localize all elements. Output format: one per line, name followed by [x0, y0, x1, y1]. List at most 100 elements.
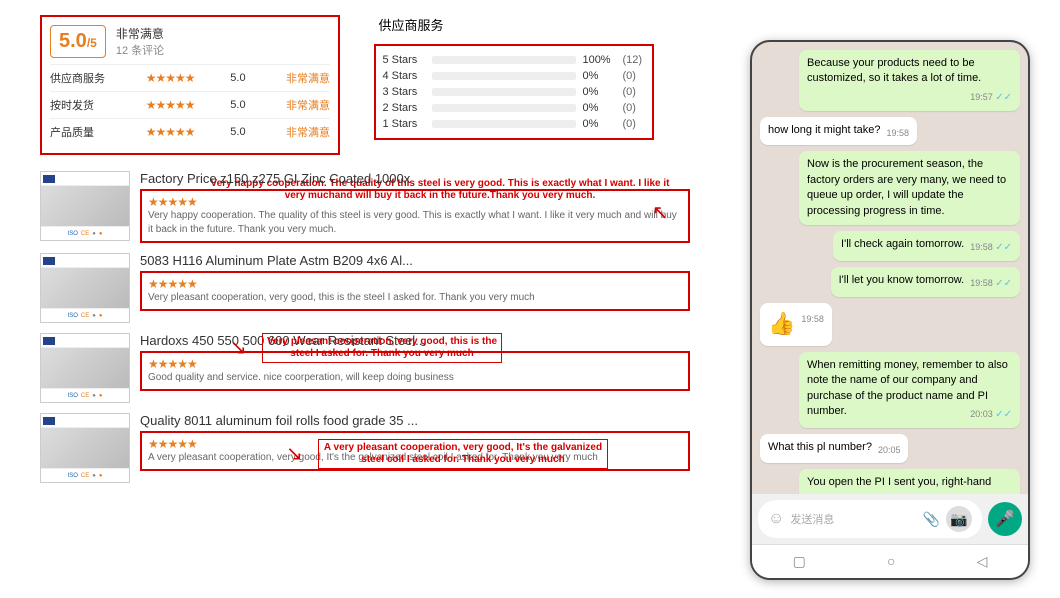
rating-score: 5.0 [230, 99, 250, 111]
review-title[interactable]: Quality 8011 aluminum foil rolls food gr… [140, 413, 690, 428]
chat-msg-out[interactable]: When remitting money, remember to also n… [799, 352, 1020, 428]
dist-label: 4 Stars [382, 70, 426, 82]
dist-count: (0) [622, 70, 646, 82]
stars-icon: ★★★★★ [146, 125, 195, 139]
rating-label: 产品质量 [50, 124, 110, 140]
review-title[interactable]: 5083 H116 Aluminum Plate Astm B209 4x6 A… [140, 253, 690, 268]
chat-msg-in[interactable]: What this pl number? 20:05 [760, 434, 908, 463]
read-tick-icon: ✓✓ [995, 92, 1012, 103]
msg-time: 19:57 ✓✓ [970, 91, 1012, 105]
chat-msg-out[interactable]: I'll check again tomorrow.19:58 ✓✓ [833, 231, 1020, 261]
score-tag: 非常满意 [116, 25, 164, 42]
msg-text: I'll let you know tomorrow. [839, 274, 965, 286]
dist-pct: 0% [582, 118, 616, 130]
stars-icon: ★★★★★ [146, 71, 195, 85]
dist-row: 3 Stars 0% (0) [382, 84, 646, 100]
msg-time: 20:03 ✓✓ [970, 408, 1012, 422]
product-thumbnail[interactable]: ISOCE●● [40, 171, 130, 241]
review-item: ISOCE●● Factory Price z150 z275 GI Zinc C… [40, 171, 690, 243]
review-text: Good quality and service. nice coorperat… [148, 371, 682, 385]
msg-time: 19:58 [801, 313, 824, 326]
arrow-icon: ↗ [652, 200, 669, 225]
dist-row: 1 Stars 0% (0) [382, 116, 646, 132]
camera-icon[interactable]: 📷 [946, 506, 972, 532]
product-thumbnail[interactable]: ISOCE●● [40, 333, 130, 403]
dist-row: 5 Stars 100% (12) [382, 52, 646, 68]
reviews-count: 12 条评论 [116, 42, 164, 58]
nav-back-icon[interactable]: ◁ [977, 553, 988, 570]
msg-time: 19:58 [887, 127, 910, 140]
score-badge: 5.0/5 [50, 25, 106, 58]
attach-icon[interactable]: 📎 [923, 511, 940, 528]
nav-home-icon[interactable]: ○ [887, 553, 895, 570]
dist-pct: 0% [582, 102, 616, 114]
emoji-icon[interactable]: ☺ [768, 510, 784, 528]
stars-icon: ★★★★★ [148, 195, 682, 209]
product-thumbnail[interactable]: ISOCE●● [40, 413, 130, 483]
rating-status: 非常满意 [286, 70, 330, 86]
dist-label: 2 Stars [382, 102, 426, 114]
review-box: ★★★★★Very pleasant cooperation, very goo… [140, 271, 690, 311]
rating-row: 按时发货 ★★★★★ 5.0 非常满意 [50, 91, 330, 118]
chat-msg-out[interactable]: You open the PI I sent you, right-hand c… [799, 469, 1020, 495]
dist-label: 3 Stars [382, 86, 426, 98]
dist-bar [432, 72, 576, 80]
chat-msg-out[interactable]: I'll let you know tomorrow. 19:58 ✓✓ [831, 267, 1020, 297]
read-tick-icon: ✓✓ [995, 409, 1012, 420]
review-text: Very pleasant cooperation, very good, th… [148, 291, 682, 305]
dist-label: 1 Stars [382, 118, 426, 130]
dist-bar [432, 104, 576, 112]
dist-row: 2 Stars 0% (0) [382, 100, 646, 116]
rating-label: 供应商服务 [50, 70, 110, 86]
dist-count: (0) [622, 118, 646, 130]
dist-row: 4 Stars0%(0) [382, 68, 646, 84]
dist-bar [432, 88, 576, 96]
distribution-box: 供应商服务 5 Stars100%(12)4 Stars0%(0)3 Stars… [374, 15, 654, 140]
msg-time: 19:58 ✓✓ [970, 277, 1012, 291]
chat-input-bar: ☺ 发送消息 📎 📷 🎤 [752, 494, 1028, 544]
rating-summary-box: 5.0/5 非常满意 12 条评论 供应商服务★★★★★5.0非常满意按时发货★… [40, 15, 340, 155]
msg-text: I'll check again tomorrow. [841, 238, 964, 250]
msg-text: You open the PI I sent you, right-hand c… [807, 476, 991, 495]
nav-recent-icon[interactable]: ▢ [793, 553, 806, 570]
dist-label: 5 Stars [382, 54, 426, 66]
message-input[interactable]: ☺ 发送消息 📎 📷 [758, 500, 982, 538]
dist-pct: 100% [582, 54, 616, 66]
arrow-icon: ↘ [286, 441, 303, 466]
chat-msg-in[interactable]: how long it might take?19:58 [760, 117, 917, 146]
dist-title: 供应商服务 [374, 15, 654, 34]
review-title[interactable]: Factory Price z150 z275 GI Zinc Coated 1… [140, 171, 690, 186]
thumbs-up-icon: 👍 [768, 311, 795, 336]
input-placeholder: 发送消息 [790, 511, 834, 527]
dist-pct: 0% [582, 86, 616, 98]
dist-bar [432, 120, 576, 128]
chat-msg-out[interactable]: Because your products need to be customi… [799, 50, 1020, 111]
msg-text: Now is the procurement season, the facto… [807, 158, 1006, 216]
review-item: ISOCE●● 5083 H116 Aluminum Plate Astm B20… [40, 253, 690, 323]
stars-icon: ★★★★★ [146, 98, 195, 112]
read-tick-icon: ✓✓ [995, 278, 1012, 289]
rating-score: 5.0 [230, 126, 250, 138]
annotation-3: A very pleasant cooperation, very good, … [318, 439, 608, 469]
msg-text: Because your products need to be customi… [807, 57, 981, 84]
review-box: ★★★★★Very happy cooperation. The quality… [140, 189, 690, 243]
dist-count: (0) [622, 102, 646, 114]
chat-msg-out[interactable]: Now is the procurement season, the facto… [799, 151, 1020, 225]
product-thumbnail[interactable]: ISOCE●● [40, 253, 130, 323]
rating-status: 非常满意 [286, 97, 330, 113]
msg-text: What this pl number? [768, 441, 872, 453]
arrow-icon: ↘ [230, 335, 247, 360]
dist-count: (12) [622, 54, 646, 66]
msg-time: 20:05 [878, 444, 901, 457]
phone-mockup: Because your products need to be customi… [750, 40, 1030, 580]
review-text: Very happy cooperation. The quality of t… [148, 209, 682, 237]
dist-bar [432, 56, 576, 64]
chat-msg-in[interactable]: 👍 19:58 [760, 303, 832, 346]
rating-score: 5.0 [230, 72, 250, 84]
android-navbar: ▢ ○ ◁ [752, 544, 1028, 578]
annotation-2: Very pleasant cooperation, very good, th… [262, 333, 502, 363]
rating-label: 按时发货 [50, 97, 110, 113]
chat-thread[interactable]: Because your products need to be customi… [752, 42, 1028, 494]
dist-count: (0) [622, 86, 646, 98]
mic-button[interactable]: 🎤 [988, 502, 1022, 536]
